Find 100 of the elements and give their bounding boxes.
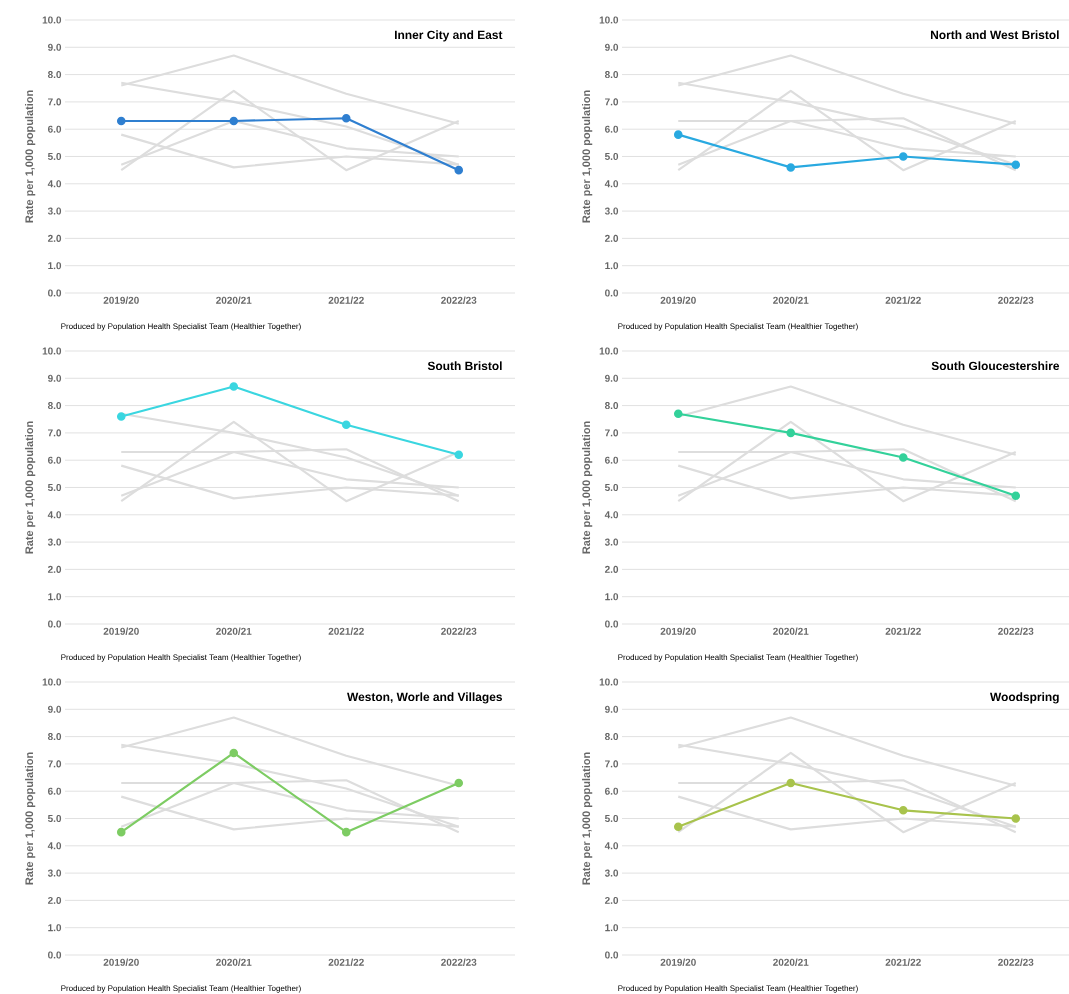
y-tick-label: 10.0 — [42, 678, 62, 686]
text: South Gloucestershire — [931, 361, 1060, 371]
y-tick-label: 5.0 — [604, 152, 619, 161]
y-axis-title: Rate per 1,000 population — [582, 90, 593, 223]
y-tick-label: 8.0 — [47, 733, 62, 741]
x-tick-label: 2020/21 — [773, 627, 809, 635]
x-tick-label: 2021/22 — [328, 958, 364, 966]
x-tick-label: 2019/20 — [103, 627, 139, 635]
x-tick-label: 2022/23 — [998, 296, 1034, 304]
x-tick-label: 2022/23 — [441, 627, 477, 635]
y-tick-label: 8.0 — [604, 71, 619, 79]
x-tick-label: 2022/23 — [441, 296, 477, 304]
y-tick-label: 7.0 — [48, 429, 62, 437]
y-tick-label: 2.0 — [47, 565, 62, 573]
x-tick-label: 2019/20 — [660, 958, 696, 966]
x-tick-label: 2021/22 — [885, 958, 921, 966]
y-tick-label: 3.0 — [47, 538, 62, 546]
y-tick-label: 0.0 — [605, 289, 619, 297]
y-tick-label: 4.0 — [47, 511, 62, 519]
x-tick-label: 2020/21 — [216, 296, 252, 304]
y-tick-label: 4.0 — [47, 180, 62, 188]
y-tick-label: 0.0 — [605, 620, 619, 628]
y-axis-title: Rate per 1,000 population — [25, 752, 36, 885]
y-tick-label: 7.0 — [605, 760, 619, 768]
y-tick-label: 1.0 — [48, 593, 62, 601]
y-tick-label: 1.0 — [605, 593, 619, 601]
y-tick-label: 2.0 — [604, 896, 619, 904]
text: South Bristol — [427, 361, 502, 371]
y-tick-label: 6.0 — [47, 787, 62, 795]
y-tick-label: 7.0 — [48, 760, 62, 768]
x-tick-label: 2020/21 — [773, 958, 809, 966]
text: Weston, Worle and Villages — [347, 692, 503, 704]
y-tick-label: 6.0 — [47, 125, 62, 133]
y-tick-label: 2.0 — [47, 896, 62, 904]
y-tick-label: 9.0 — [47, 374, 62, 382]
text: North and West Bristol — [930, 30, 1059, 40]
y-tick-label: 8.0 — [604, 402, 619, 410]
y-axis-title: Rate per 1,000 population — [25, 90, 36, 223]
x-tick-label: 2019/20 — [660, 627, 696, 635]
y-tick-label: 5.0 — [47, 152, 62, 161]
x-tick-label: 2020/21 — [216, 958, 252, 966]
x-tick-label: 2022/23 — [441, 958, 477, 966]
y-tick-label: 2.0 — [604, 565, 619, 573]
y-tick-label: 3.0 — [604, 869, 619, 877]
y-tick-label: 10.0 — [42, 347, 62, 355]
y-tick-label: 1.0 — [605, 924, 619, 932]
y-axis-title: Rate per 1,000 population — [582, 421, 593, 554]
y-tick-label: 2.0 — [604, 234, 619, 242]
y-tick-label: 6.0 — [605, 787, 619, 795]
y-tick-label: 8.0 — [47, 402, 62, 410]
y-tick-label: 8.0 — [47, 71, 62, 79]
y-axis-title: Rate per 1,000 population — [582, 752, 593, 885]
x-tick-label: 2021/22 — [885, 296, 921, 304]
x-tick-label: 2021/22 — [328, 627, 364, 635]
y-tick-label: 10.0 — [599, 678, 619, 686]
y-tick-label: 5.0 — [604, 814, 619, 823]
y-tick-label: 4.0 — [47, 842, 62, 850]
y-tick-label: 6.0 — [47, 456, 62, 464]
x-tick-label: 2022/23 — [998, 958, 1034, 966]
y-tick-label: 10.0 — [599, 347, 619, 355]
text: Woodspring — [990, 692, 1059, 704]
y-tick-label: 2.0 — [47, 234, 62, 242]
y-tick-label: 9.0 — [604, 374, 619, 382]
x-tick-label: 2021/22 — [328, 296, 364, 304]
x-tick-label: 2020/21 — [773, 296, 809, 304]
y-tick-label: 0.0 — [48, 620, 62, 628]
y-tick-label: 7.0 — [48, 98, 62, 106]
y-tick-label: 0.0 — [48, 289, 62, 297]
y-tick-label: 5.0 — [47, 483, 62, 492]
y-tick-label: 1.0 — [48, 924, 62, 932]
y-tick-label: 9.0 — [47, 43, 62, 51]
y-tick-label: 5.0 — [604, 483, 619, 492]
x-tick-label: 2019/20 — [103, 296, 139, 304]
y-tick-label: 3.0 — [604, 207, 619, 215]
y-tick-label: 6.0 — [605, 456, 619, 464]
y-tick-label: 3.0 — [604, 538, 619, 546]
y-tick-label: 10.0 — [599, 16, 619, 24]
y-axis-title: Rate per 1,000 population — [25, 421, 36, 554]
y-tick-label: 7.0 — [605, 429, 619, 437]
y-tick-label: 4.0 — [604, 511, 619, 519]
y-tick-label: 4.0 — [604, 842, 619, 850]
y-tick-label: 9.0 — [47, 705, 62, 713]
text: Inner City and East — [394, 30, 503, 42]
y-tick-label: 1.0 — [605, 262, 619, 270]
y-tick-label: 10.0 — [42, 16, 62, 24]
x-tick-label: 2020/21 — [216, 627, 252, 635]
y-tick-label: 1.0 — [48, 262, 62, 270]
y-tick-label: 4.0 — [604, 180, 619, 188]
y-tick-label: 3.0 — [47, 207, 62, 215]
y-tick-label: 6.0 — [605, 125, 619, 133]
x-tick-label: 2019/20 — [103, 958, 139, 966]
x-tick-label: 2019/20 — [660, 296, 696, 304]
y-tick-label: 9.0 — [604, 43, 619, 51]
y-tick-label: 5.0 — [47, 814, 62, 823]
x-tick-label: 2022/23 — [998, 627, 1034, 635]
x-tick-label: 2021/22 — [885, 627, 921, 635]
y-tick-label: 9.0 — [604, 705, 619, 713]
y-tick-label: 8.0 — [604, 733, 619, 741]
y-tick-label: 0.0 — [605, 951, 619, 959]
y-tick-label: 3.0 — [47, 869, 62, 877]
